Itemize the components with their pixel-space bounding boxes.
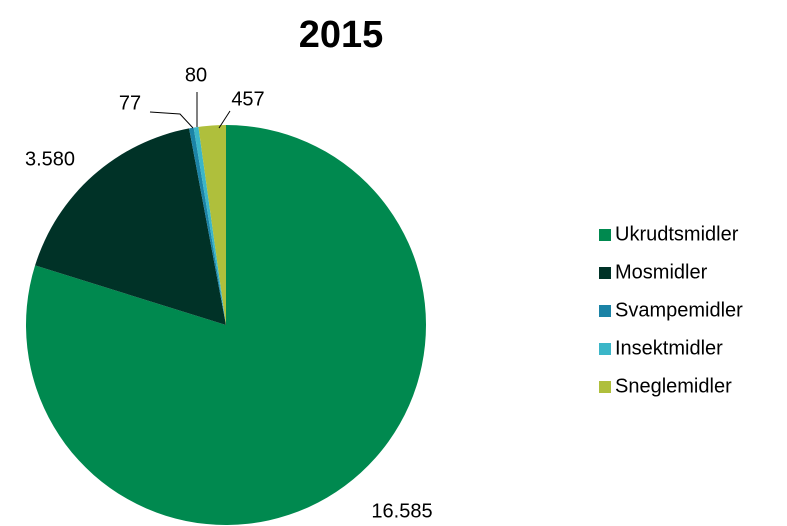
data-label: 457 bbox=[231, 88, 264, 110]
legend-swatch bbox=[599, 381, 611, 393]
legend-swatch bbox=[599, 343, 611, 355]
legend-label: Ukrudtsmidler bbox=[615, 223, 739, 245]
chart-title: 2015 bbox=[299, 14, 384, 56]
legend-swatch bbox=[599, 267, 611, 279]
legend-label: Sneglemidler bbox=[615, 375, 732, 397]
legend: Ukrudtsmidler Mosmidler Svampemidler Insekt… bbox=[599, 223, 743, 397]
pie-slice bbox=[189, 127, 226, 325]
leader-line bbox=[149, 111, 194, 129]
data-label: 16.585 bbox=[371, 500, 432, 522]
data-labels: 16.585 3.580 77 80 457 bbox=[25, 64, 433, 522]
legend-label: Insektmidler bbox=[615, 337, 723, 359]
leader-line bbox=[218, 110, 231, 129]
pie-slice bbox=[35, 128, 227, 325]
data-label: 80 bbox=[185, 64, 207, 86]
legend-swatch bbox=[599, 229, 611, 241]
legend-swatch bbox=[599, 305, 611, 317]
legend-label: Svampemidler bbox=[615, 299, 743, 321]
data-label: 77 bbox=[119, 92, 141, 114]
legend-label: Mosmidler bbox=[615, 261, 708, 283]
pie-slice bbox=[26, 125, 427, 525]
data-label: 3.580 bbox=[25, 148, 75, 170]
pie-slice bbox=[193, 126, 226, 326]
pie-slice bbox=[198, 125, 226, 325]
pie bbox=[26, 125, 427, 525]
